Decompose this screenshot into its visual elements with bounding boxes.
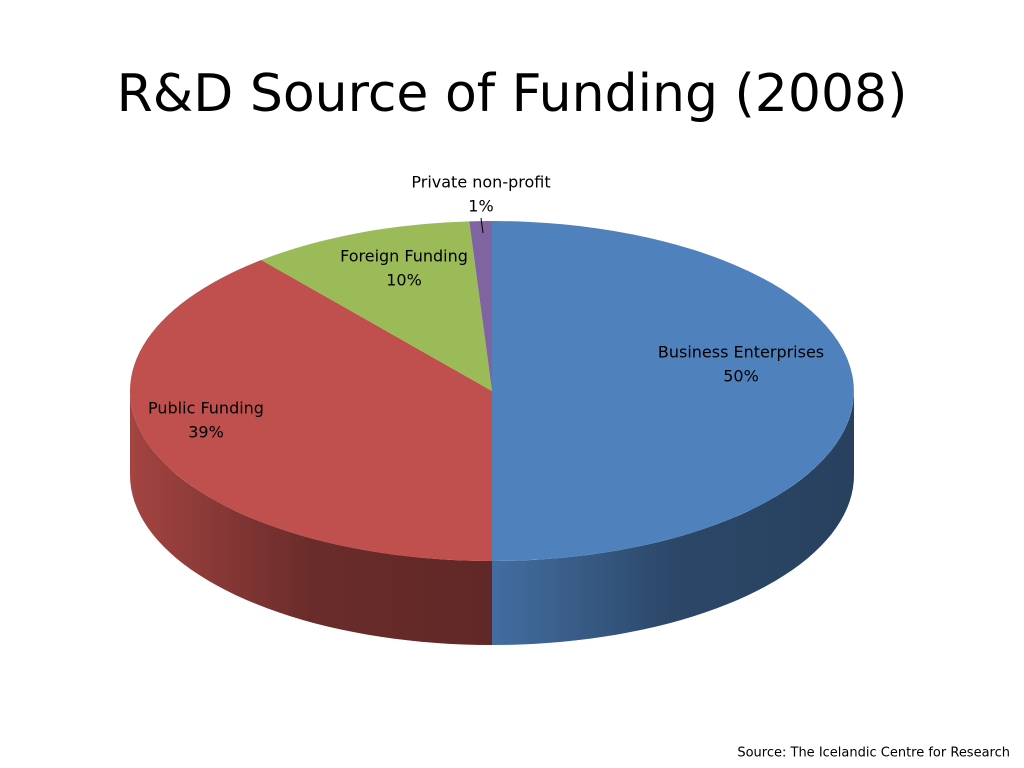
slice-value-label: 50%	[723, 367, 759, 386]
slice-label: Foreign Funding	[340, 247, 468, 266]
leader-line	[480, 217, 484, 234]
slice-label: Public Funding	[148, 399, 264, 418]
source-note: Source: The Icelandic Centre for Researc…	[737, 746, 1010, 761]
chart-title: R&D Source of Funding (2008)	[117, 64, 908, 124]
slice	[492, 221, 854, 561]
slice	[130, 260, 493, 561]
slice-label: Private non-profit	[411, 173, 550, 192]
slice	[261, 221, 492, 391]
slice-value-label: 1%	[468, 197, 493, 216]
slice-value-label: 39%	[188, 423, 224, 442]
slice-value-label: 10%	[386, 271, 422, 290]
slice	[469, 221, 492, 391]
slice-label: Business Enterprises	[658, 343, 824, 362]
slice-side-shade	[492, 391, 854, 645]
slice-side-shade	[130, 391, 492, 645]
